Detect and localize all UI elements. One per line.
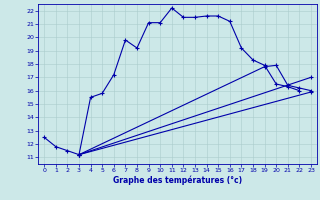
- X-axis label: Graphe des températures (°c): Graphe des températures (°c): [113, 176, 242, 185]
